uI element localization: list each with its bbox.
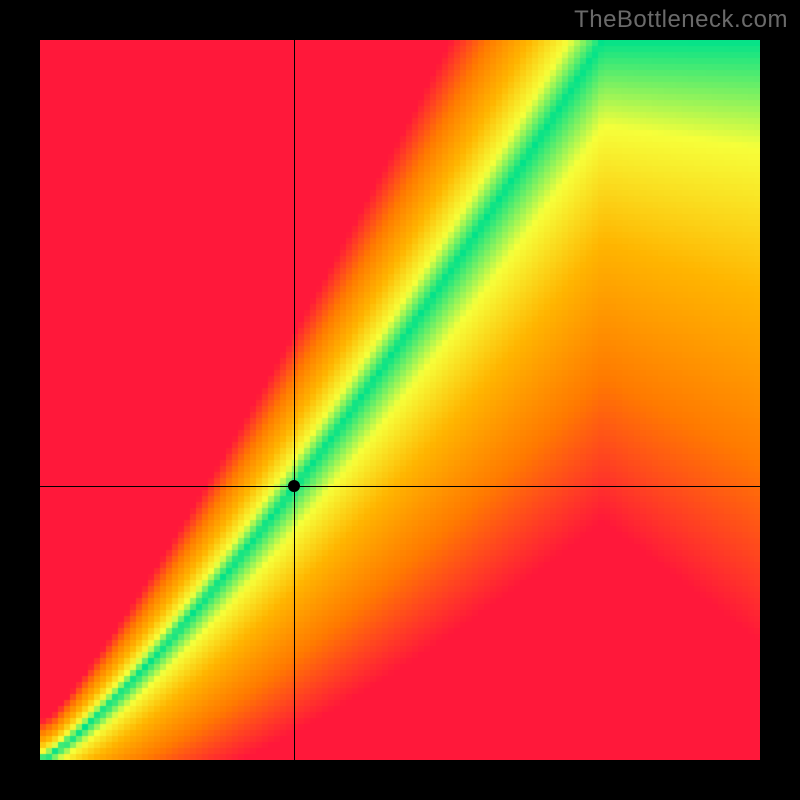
chart-container: TheBottleneck.com xyxy=(0,0,800,800)
heatmap-canvas xyxy=(40,40,760,760)
crosshair-vertical xyxy=(294,40,295,760)
plot-area xyxy=(40,40,760,760)
watermark-text: TheBottleneck.com xyxy=(574,6,788,34)
crosshair-horizontal xyxy=(40,486,760,487)
crosshair-point xyxy=(288,480,300,492)
